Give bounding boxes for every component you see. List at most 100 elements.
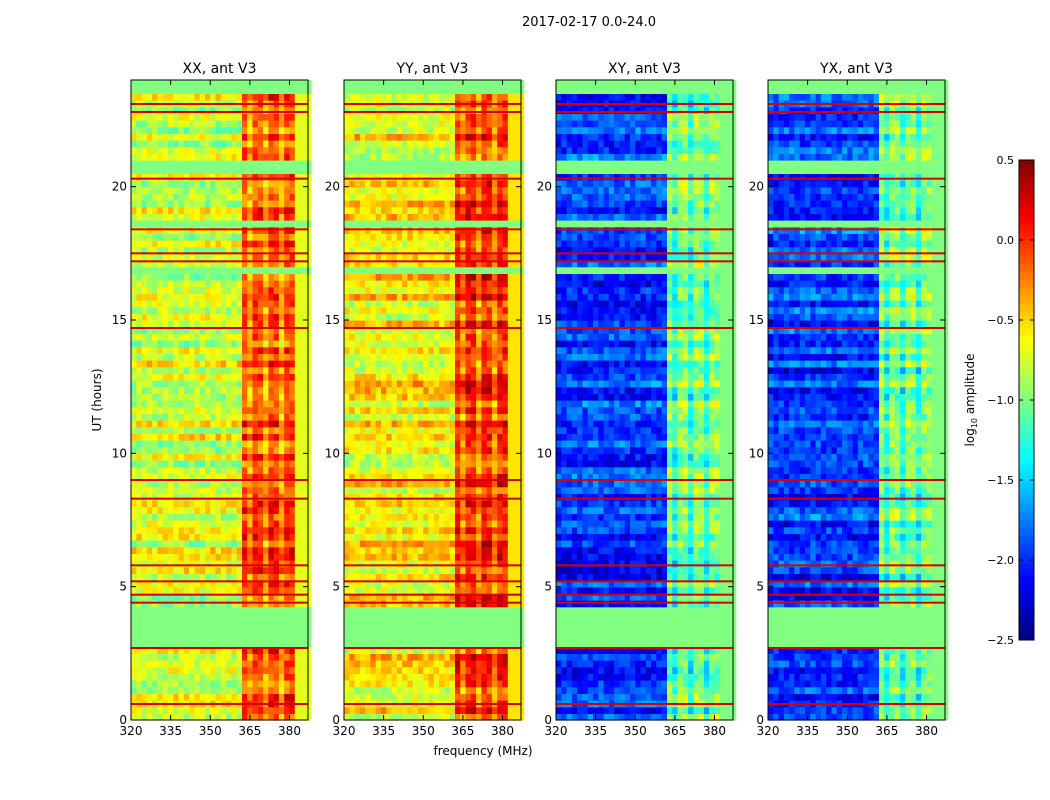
heatmap-cell: [136, 506, 143, 514]
heatmap-cell: [226, 206, 232, 214]
heatmap-cell: [268, 286, 275, 294]
heatmap-cell: [507, 680, 514, 688]
heatmap-cell: [194, 620, 201, 628]
heatmap-cell: [300, 180, 306, 188]
heatmap-cell: [289, 400, 296, 408]
heatmap-cell: [178, 573, 185, 581]
heatmap-cell: [168, 626, 174, 634]
heatmap-cell: [349, 480, 356, 488]
heatmap-cell: [470, 460, 477, 468]
heatmap-cell: [423, 640, 430, 648]
heatmap-cell: [146, 240, 153, 248]
heatmap-cell: [205, 506, 211, 514]
heatmap-cell: [178, 153, 185, 161]
heatmap-cell: [354, 500, 361, 508]
heatmap-cell: [183, 513, 190, 521]
heatmap-cell: [284, 453, 291, 461]
heatmap-cell: [205, 633, 211, 641]
heatmap-cell: [199, 293, 206, 301]
heatmap-cell: [205, 346, 211, 354]
heatmap-cell: [194, 613, 201, 621]
heatmap-cell: [226, 613, 232, 621]
heatmap-cell: [273, 133, 280, 141]
heatmap-cell: [210, 380, 217, 388]
heatmap-cell: [455, 426, 461, 434]
heatmap-cell: [502, 560, 509, 568]
y-tick-label: 20: [112, 180, 127, 194]
heatmap-cell: [278, 160, 285, 168]
heatmap-cell: [444, 420, 451, 428]
heatmap-cell: [444, 520, 451, 528]
heatmap-cell: [486, 446, 493, 454]
heatmap-cell: [381, 686, 387, 694]
heatmap-cell: [284, 540, 291, 548]
heatmap-cell: [220, 620, 227, 628]
heatmap-cell: [257, 453, 264, 461]
heatmap-cell: [294, 500, 301, 508]
heatmap-cell: [168, 460, 174, 468]
heatmap-cell: [194, 393, 201, 401]
heatmap-cell: [507, 493, 514, 501]
heatmap-cell: [502, 526, 509, 534]
heatmap-cell: [152, 440, 158, 448]
heatmap-cell: [236, 486, 243, 494]
heatmap-cell: [263, 646, 269, 654]
heatmap-cell: [381, 420, 387, 428]
heatmap-cell: [242, 646, 248, 654]
heatmap-cell: [386, 566, 393, 574]
heatmap-cell: [375, 706, 382, 714]
heatmap-cell: [412, 626, 419, 634]
heatmap-cell: [226, 566, 232, 574]
heatmap-cell: [497, 426, 504, 434]
heatmap-cell: [300, 606, 306, 614]
heatmap-cell: [131, 466, 137, 474]
heatmap-cell: [273, 660, 280, 668]
heatmap-cell: [370, 520, 377, 528]
heatmap-cell: [391, 586, 398, 594]
heatmap-cell: [344, 520, 350, 528]
heatmap-cell: [220, 313, 227, 321]
heatmap-cell: [183, 620, 190, 628]
heatmap-cell: [210, 253, 217, 261]
heatmap-cell: [257, 660, 264, 668]
heatmap-cell: [173, 346, 180, 354]
heatmap-cell: [418, 393, 424, 401]
heatmap-cell: [205, 293, 211, 301]
heatmap-cell: [449, 420, 456, 428]
heatmap-cell: [141, 380, 148, 388]
heatmap-cell: [412, 400, 419, 408]
heatmap-cell: [370, 553, 377, 561]
heatmap-cell: [465, 680, 472, 688]
heatmap-cell: [210, 480, 217, 488]
heatmap-cell: [231, 386, 238, 394]
heatmap-cell: [252, 433, 259, 441]
heatmap-cell: [460, 453, 467, 461]
heatmap-cell: [273, 453, 280, 461]
heatmap-cell: [231, 540, 238, 548]
heatmap-cell: [162, 360, 169, 368]
heatmap-cell: [210, 306, 217, 314]
heatmap-cell: [168, 273, 174, 281]
heatmap-cell: [157, 626, 164, 634]
heatmap-cell: [391, 393, 398, 401]
heatmap-cell: [183, 493, 190, 501]
heatmap-cell: [257, 620, 264, 628]
heatmap-cell: [263, 346, 269, 354]
heatmap-cell: [402, 473, 408, 481]
heatmap-cell: [152, 273, 158, 281]
heatmap-cell: [231, 186, 238, 194]
heatmap-cell: [252, 580, 259, 588]
heatmap-cell: [354, 533, 361, 541]
heatmap-cell: [513, 540, 519, 548]
heatmap-cell: [423, 480, 430, 488]
heatmap-cell: [344, 413, 350, 421]
heatmap-cell: [300, 206, 306, 214]
heatmap-cell: [349, 713, 356, 721]
heatmap-cell: [136, 353, 143, 361]
heatmap-cell: [381, 693, 387, 701]
heatmap-cell: [300, 646, 306, 654]
heatmap-cell: [289, 646, 296, 654]
heatmap-cell: [386, 613, 393, 621]
heatmap-cell: [136, 386, 143, 394]
heatmap-cell: [481, 573, 488, 581]
